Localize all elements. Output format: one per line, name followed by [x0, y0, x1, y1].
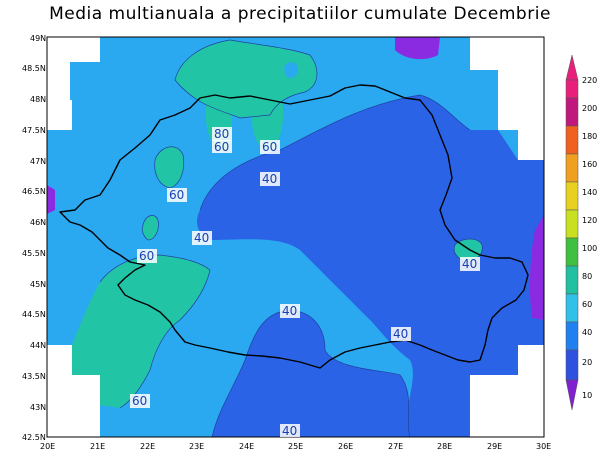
lat-tick-label: 45.5N: [22, 249, 46, 258]
contour-labels: 80 60 60 40 60 40 60 40 40 40 60 40: [130, 127, 480, 438]
lon-axis: 20E 21E 22E 23E 24E 25E 26E 27E 28E 29E …: [40, 442, 551, 451]
region-10-20-east: [529, 215, 544, 320]
colorbar-label: 10: [582, 391, 592, 400]
contour-label: 60: [132, 394, 147, 408]
no-data-w: [47, 100, 72, 130]
region-20-40-east: [197, 95, 544, 437]
no-data-nw: [47, 37, 100, 100]
lat-tick-label: 48N: [30, 95, 46, 104]
colorbar-bottom-cap: [565, 379, 579, 411]
lat-tick-label: 42.5N: [22, 433, 46, 442]
lat-tick-label: 43.5N: [22, 372, 46, 381]
colorbar-swatch: [565, 181, 579, 211]
lon-tick-label: 26E: [338, 442, 353, 451]
no-data-se: [470, 345, 544, 437]
contour-label: 60: [214, 140, 229, 154]
colorbar-swatch: [565, 237, 579, 267]
map-title: Media multianuala a precipitatiilor cumu…: [49, 4, 551, 24]
colorbar-label: 180: [582, 132, 597, 141]
colorbar-swatch: [565, 293, 579, 323]
lon-tick-label: 22E: [140, 442, 155, 451]
colorbar-swatch: [565, 153, 579, 183]
contour-label: 60: [139, 249, 154, 263]
lon-tick-label: 21E: [90, 442, 105, 451]
colorbar-label: 220: [582, 76, 597, 85]
colorbar-swatch: [565, 79, 579, 99]
region-40-60-hole: [284, 62, 298, 78]
region-10-20-north: [395, 37, 440, 60]
lat-tick-label: 47N: [30, 157, 46, 166]
lat-axis: 49N 48.5N 48N 47.5N 47N 46.5N 46N 45.5N …: [22, 34, 46, 442]
contour-label: 40: [282, 304, 297, 318]
lat-tick-label: 43N: [30, 403, 46, 412]
contour-label: 80: [214, 127, 229, 141]
contour-label: 40: [282, 424, 297, 438]
contour-label: 40: [393, 327, 408, 341]
lon-tick-label: 30E: [536, 442, 551, 451]
colorbar-swatch: [565, 349, 579, 381]
lat-tick-label: 45N: [30, 280, 46, 289]
lat-tick-label: 49N: [30, 34, 46, 43]
lon-tick-label: 24E: [239, 442, 254, 451]
colorbar-label: 160: [582, 160, 597, 169]
contour-label: 40: [262, 172, 277, 186]
lon-tick-label: 29E: [487, 442, 502, 451]
region-60-80-spot-1: [154, 146, 184, 188]
no-data-sw: [47, 345, 100, 437]
colorbar-swatch: [565, 209, 579, 239]
lat-tick-label: 44.5N: [22, 310, 46, 319]
lat-tick-label: 46N: [30, 218, 46, 227]
lon-tick-label: 20E: [40, 442, 55, 451]
region-60-80-spot-2: [142, 215, 159, 240]
colorbar-swatch: [565, 125, 579, 155]
colorbar-label: 40: [582, 328, 592, 337]
colorbar-swatch: [565, 97, 579, 127]
region-10-20-west: [47, 185, 55, 214]
map-plot-area: [47, 37, 544, 437]
colorbar-top-cap: [565, 54, 579, 81]
lat-tick-label: 44N: [30, 341, 46, 350]
colorbar-swatch: [565, 265, 579, 295]
lat-tick-label: 47.5N: [22, 126, 46, 135]
contour-label: 40: [194, 231, 209, 245]
lon-tick-label: 23E: [189, 442, 204, 451]
lat-tick-label: 48.5N: [22, 64, 46, 73]
contour-label: 60: [169, 188, 184, 202]
region-20-40-south: [212, 310, 410, 437]
lat-tick-label: 46.5N: [22, 187, 46, 196]
contour-lines: [99, 39, 483, 437]
colorbar-label: 200: [582, 104, 597, 113]
colorbar: 220 200 180 160 140 120 100 80 60 40 20 …: [565, 54, 597, 411]
lon-tick-label: 25E: [288, 442, 303, 451]
colorbar-label: 100: [582, 244, 597, 253]
colorbar-label: 60: [582, 300, 592, 309]
region-60-80-spot-4: [251, 90, 284, 150]
colorbar-swatch: [565, 321, 579, 351]
lon-tick-label: 27E: [388, 442, 403, 451]
lon-tick-label: 28E: [437, 442, 452, 451]
colorbar-label: 140: [582, 188, 597, 197]
colorbar-label: 120: [582, 216, 597, 225]
colorbar-label: 20: [582, 358, 592, 367]
colorbar-label: 80: [582, 272, 592, 281]
country-border: [59, 84, 529, 369]
region-60-80-southwest: [72, 255, 210, 408]
no-data-ne: [470, 37, 544, 160]
contour-label: 60: [262, 140, 277, 154]
contour-label: 40: [462, 257, 477, 271]
